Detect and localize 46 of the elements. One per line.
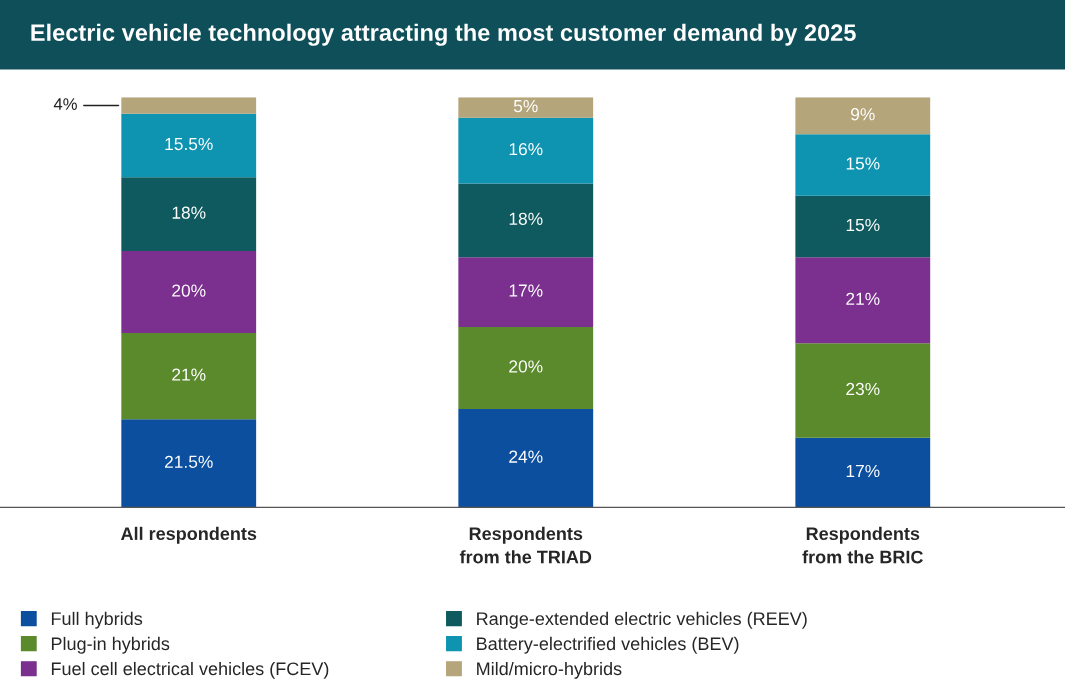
bar xyxy=(121,113,257,178)
bar xyxy=(458,183,594,258)
legend-label: Range-extended electric vehicles (REEV) xyxy=(477,611,807,629)
legend-label: Plug-in hybrids xyxy=(51,636,170,654)
bar xyxy=(458,117,594,184)
legend-label: Mild/micro-hybrids xyxy=(477,661,622,679)
data-label: 20% xyxy=(172,284,206,297)
data-label: 17% xyxy=(846,464,880,478)
x-tick-label: Respondents from the BRIC xyxy=(802,526,923,564)
x-tick-label: Respondents from the TRIAD xyxy=(459,526,592,564)
data-label: 9% xyxy=(851,108,875,121)
data-label: 21% xyxy=(172,368,206,381)
legend-label: Battery-electrified vehicles (BEV) xyxy=(477,636,739,654)
bar xyxy=(121,97,257,114)
bar xyxy=(121,333,257,420)
bar xyxy=(458,408,594,508)
data-label: 23% xyxy=(846,382,880,396)
x-tick-label: All respondents xyxy=(120,526,257,544)
data-label: 18% xyxy=(172,206,206,219)
bar xyxy=(795,437,931,508)
data-label: 15% xyxy=(846,157,880,170)
bar xyxy=(458,97,594,118)
bar xyxy=(121,177,257,252)
bar xyxy=(795,257,931,344)
bar xyxy=(795,195,931,258)
bar xyxy=(458,257,594,327)
data-label: 4% xyxy=(53,98,77,110)
data-label: 17% xyxy=(509,284,543,297)
data-label: 5% xyxy=(513,99,538,113)
data-label: 21% xyxy=(846,292,880,305)
data-label: 21.5% xyxy=(165,455,213,468)
data-label: 15% xyxy=(846,218,880,232)
data-label: 15.5% xyxy=(165,137,213,151)
data-label: 20% xyxy=(509,360,543,373)
legend-label: Fuel cell electrical vehicles (FCEV) xyxy=(51,661,329,679)
bar xyxy=(121,419,257,508)
bar xyxy=(458,326,594,409)
data-label: 24% xyxy=(509,450,543,463)
bar xyxy=(795,134,931,196)
bar xyxy=(795,343,931,438)
data-label: 16% xyxy=(509,142,543,156)
data-label: 18% xyxy=(509,212,543,225)
bar xyxy=(121,251,257,334)
legend-label: Full hybrids xyxy=(51,611,143,629)
bar xyxy=(795,97,931,135)
chart-title: Electric vehicle technology attracting the most customer demand by 2025 xyxy=(31,23,856,46)
